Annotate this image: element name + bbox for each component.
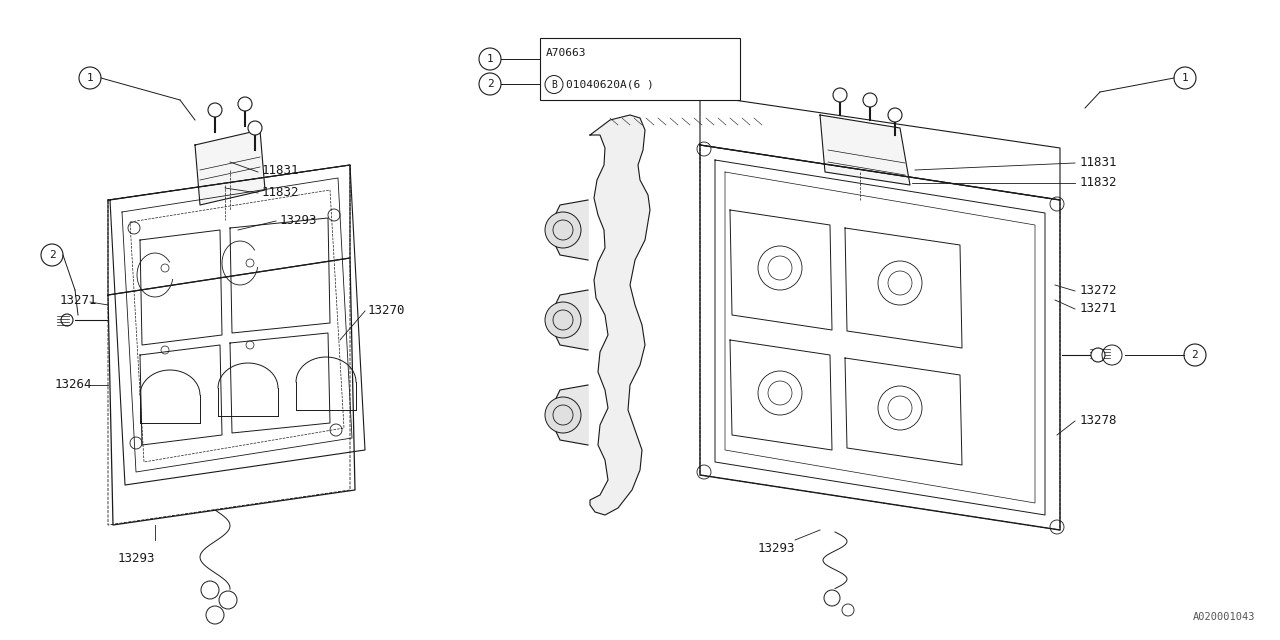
Circle shape bbox=[863, 93, 877, 107]
Circle shape bbox=[833, 88, 847, 102]
Circle shape bbox=[207, 103, 221, 117]
Text: 13293: 13293 bbox=[758, 541, 795, 554]
Polygon shape bbox=[590, 115, 650, 515]
Text: 13278: 13278 bbox=[1080, 413, 1117, 426]
Text: B: B bbox=[552, 79, 557, 90]
Text: 13293: 13293 bbox=[118, 552, 155, 564]
Text: 13271: 13271 bbox=[1080, 301, 1117, 314]
Circle shape bbox=[545, 397, 581, 433]
Polygon shape bbox=[548, 200, 588, 260]
Text: 2: 2 bbox=[1192, 350, 1198, 360]
Polygon shape bbox=[548, 385, 588, 445]
Text: 1: 1 bbox=[87, 73, 93, 83]
Circle shape bbox=[248, 121, 262, 135]
Text: A020001043: A020001043 bbox=[1193, 612, 1254, 622]
Circle shape bbox=[545, 212, 581, 248]
Text: 13270: 13270 bbox=[369, 303, 406, 317]
Circle shape bbox=[545, 302, 581, 338]
Circle shape bbox=[238, 97, 252, 111]
FancyBboxPatch shape bbox=[540, 38, 740, 100]
Text: 2: 2 bbox=[49, 250, 55, 260]
Polygon shape bbox=[820, 115, 910, 185]
Text: 13271: 13271 bbox=[60, 294, 97, 307]
Text: 1: 1 bbox=[1181, 73, 1188, 83]
Text: A70663: A70663 bbox=[547, 49, 586, 58]
Circle shape bbox=[888, 108, 902, 122]
Text: 1: 1 bbox=[486, 54, 493, 64]
Text: 11832: 11832 bbox=[1080, 175, 1117, 189]
Text: 11831: 11831 bbox=[262, 163, 300, 177]
Polygon shape bbox=[548, 290, 588, 350]
Text: 13272: 13272 bbox=[1080, 284, 1117, 296]
Text: 2: 2 bbox=[486, 79, 493, 89]
Polygon shape bbox=[195, 130, 265, 205]
Text: 13293: 13293 bbox=[280, 214, 317, 227]
Text: 11831: 11831 bbox=[1080, 156, 1117, 168]
Text: 11832: 11832 bbox=[262, 186, 300, 198]
Text: 13264: 13264 bbox=[55, 378, 92, 392]
Text: 01040620A(6 ): 01040620A(6 ) bbox=[566, 79, 654, 90]
Circle shape bbox=[1091, 348, 1105, 362]
